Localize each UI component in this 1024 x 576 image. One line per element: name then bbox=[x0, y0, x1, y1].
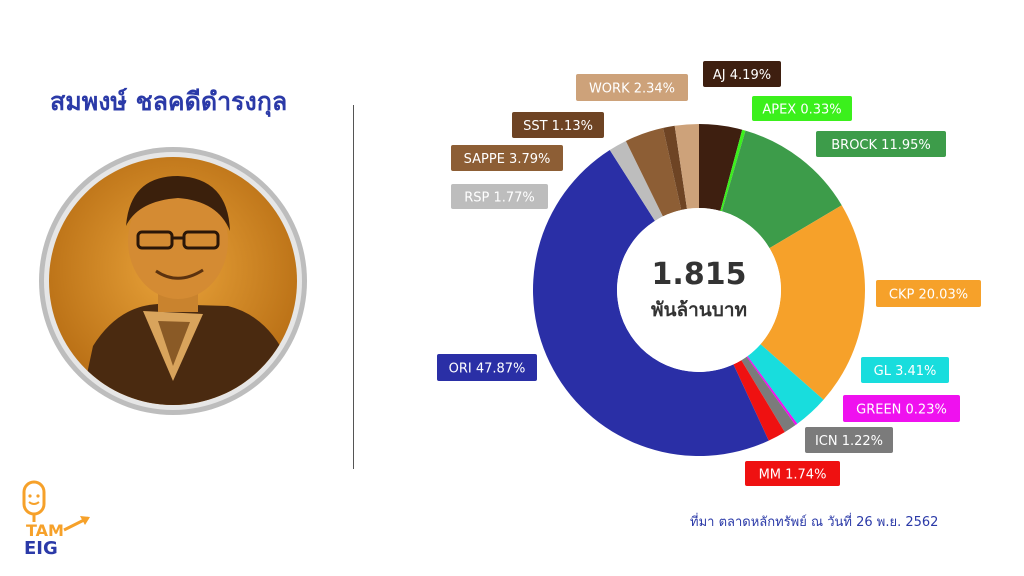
label-ckp: CKP 20.03% bbox=[876, 280, 981, 307]
donut-hole bbox=[617, 208, 781, 372]
svg-text:AJ 4.19%: AJ 4.19% bbox=[713, 68, 771, 83]
svg-text:ICN 1.22%: ICN 1.22% bbox=[815, 434, 883, 449]
slice-mm bbox=[733, 360, 785, 441]
slice-ckp bbox=[760, 205, 865, 400]
logo-text: EIG bbox=[24, 538, 58, 559]
tam-eig-logo: TAM EIG bbox=[22, 480, 90, 559]
label-mm: MM 1.74% bbox=[745, 461, 840, 486]
slice-sst bbox=[663, 125, 687, 210]
slice-apex bbox=[720, 129, 746, 212]
label-rsp: RSP 1.77% bbox=[451, 184, 548, 209]
slice-green bbox=[746, 356, 798, 426]
label-gl: GL 3.41% bbox=[861, 357, 949, 383]
label-ori: ORI 47.87% bbox=[437, 354, 537, 381]
slice-rsp bbox=[609, 140, 663, 221]
svg-text:CKP 20.03%: CKP 20.03% bbox=[889, 288, 968, 303]
svg-text:GREEN 0.23%: GREEN 0.23% bbox=[856, 403, 947, 418]
svg-text:SST 1.13%: SST 1.13% bbox=[523, 119, 593, 134]
svg-text:WORK 2.34%: WORK 2.34% bbox=[589, 82, 675, 97]
label-green: GREEN 0.23% bbox=[843, 395, 960, 422]
slice-icn bbox=[741, 356, 796, 433]
label-icn: ICN 1.22% bbox=[805, 427, 893, 453]
vertical-divider bbox=[353, 105, 354, 469]
source-note: ที่มา ตลาดหลักทรัพย์ ณ วันที่ 26 พ.ย. 25… bbox=[690, 515, 939, 530]
svg-text:SAPPE 3.79%: SAPPE 3.79% bbox=[464, 152, 551, 167]
slice-aj bbox=[699, 124, 743, 211]
svg-text:BROCK 11.95%: BROCK 11.95% bbox=[831, 138, 931, 153]
svg-text:GL 3.41%: GL 3.41% bbox=[874, 364, 937, 379]
center-value: 1.815 bbox=[652, 257, 747, 292]
slice-sappe bbox=[625, 127, 682, 217]
person-name: สมพงษ์ ชลคดีดำรงกุล bbox=[50, 87, 288, 116]
center-unit: พันล้านบาท bbox=[651, 299, 747, 321]
slice-gl bbox=[747, 344, 824, 424]
label-brock: BROCK 11.95% bbox=[816, 131, 946, 157]
slice-work bbox=[674, 124, 699, 209]
label-sappe: SAPPE 3.79% bbox=[451, 145, 563, 171]
label-aj: AJ 4.19% bbox=[703, 61, 781, 87]
logo-mark: TAM bbox=[26, 521, 64, 540]
label-work: WORK 2.34% bbox=[576, 74, 688, 101]
label-apex: APEX 0.33% bbox=[752, 96, 852, 121]
svg-text:APEX 0.33%: APEX 0.33% bbox=[762, 103, 841, 118]
svg-text:MM 1.74%: MM 1.74% bbox=[759, 468, 827, 483]
svg-text:RSP 1.77%: RSP 1.77% bbox=[464, 191, 535, 206]
slice-brock bbox=[721, 130, 842, 249]
slice-ori bbox=[532, 150, 769, 457]
svg-text:ORI 47.87%: ORI 47.87% bbox=[449, 362, 526, 377]
label-sst: SST 1.13% bbox=[512, 112, 604, 138]
portrait-image bbox=[39, 147, 307, 415]
